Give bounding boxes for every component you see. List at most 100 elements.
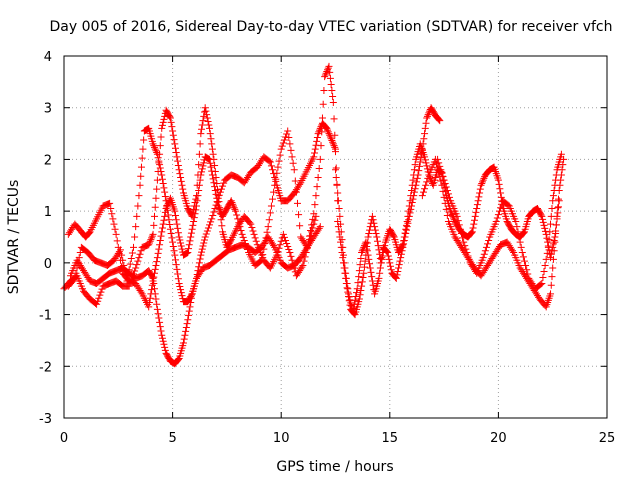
- data-point: [153, 176, 161, 184]
- data-point: [371, 223, 379, 231]
- data-point: [409, 195, 417, 203]
- data-point: [378, 254, 386, 262]
- data-point: [539, 274, 547, 282]
- y-tick-label: -2: [39, 360, 52, 375]
- data-point: [152, 147, 160, 155]
- data-point: [345, 290, 353, 298]
- data-point: [547, 281, 555, 289]
- data-point: [107, 205, 115, 213]
- data-point: [333, 181, 341, 189]
- data-point: [480, 250, 488, 258]
- data-point: [195, 263, 203, 271]
- data-point: [208, 140, 216, 148]
- data-point: [329, 99, 337, 107]
- data-point: [282, 236, 290, 244]
- x-tick-label: 0: [60, 431, 68, 446]
- data-point: [355, 273, 363, 281]
- data-point: [158, 228, 166, 236]
- data-point: [218, 222, 226, 230]
- x-tick-label: 10: [273, 431, 290, 446]
- data-point: [210, 208, 218, 216]
- data-point: [547, 290, 555, 298]
- data-point: [215, 198, 223, 206]
- data-point: [76, 249, 84, 257]
- data-point: [331, 131, 339, 139]
- data-point: [358, 278, 366, 286]
- data-point: [345, 293, 353, 301]
- data-point: [154, 154, 162, 162]
- data-point: [363, 247, 371, 255]
- data-point: [393, 271, 401, 279]
- data-point: [350, 300, 358, 308]
- data-point: [151, 265, 159, 273]
- data-point: [335, 205, 343, 213]
- data-point: [169, 242, 177, 250]
- data-point: [199, 117, 207, 125]
- data-point: [230, 204, 238, 212]
- data-point: [328, 136, 336, 144]
- data-point: [147, 236, 155, 244]
- data-point: [313, 137, 321, 145]
- data-point: [312, 192, 320, 200]
- data-point: [191, 199, 199, 207]
- data-point: [85, 230, 93, 238]
- data-point: [439, 187, 447, 195]
- series-track-4: [67, 223, 324, 368]
- data-point: [421, 153, 429, 161]
- data-point: [375, 274, 383, 282]
- data-point: [250, 230, 258, 238]
- data-point: [185, 241, 193, 249]
- x-tick-label: 5: [168, 431, 176, 446]
- data-point: [347, 299, 355, 307]
- data-point: [331, 143, 339, 151]
- data-point: [174, 224, 182, 232]
- data-point: [155, 245, 163, 253]
- data-point: [523, 266, 531, 274]
- data-point: [368, 212, 376, 220]
- data-point: [371, 226, 379, 234]
- data-point: [352, 292, 360, 300]
- data-point: [461, 242, 469, 250]
- data-point: [519, 253, 527, 261]
- data-point: [311, 145, 319, 153]
- data-point: [513, 223, 521, 231]
- data-point: [456, 225, 464, 233]
- series-track-5: [334, 140, 563, 319]
- data-point: [156, 150, 164, 158]
- data-point: [227, 197, 235, 205]
- data-point: [321, 73, 329, 81]
- data-point: [212, 174, 220, 182]
- data-point: [174, 355, 182, 363]
- data-point: [471, 212, 479, 220]
- data-point: [148, 234, 156, 242]
- data-point: [314, 130, 322, 138]
- data-point: [313, 133, 321, 141]
- data-point: [389, 232, 397, 240]
- data-point: [158, 175, 166, 183]
- data-point: [176, 283, 184, 291]
- data-point: [210, 155, 218, 163]
- data-point: [413, 178, 421, 186]
- data-point: [473, 201, 481, 209]
- data-point: [555, 197, 563, 205]
- data-point: [299, 261, 307, 269]
- data-point: [159, 337, 167, 345]
- data-point: [211, 161, 219, 169]
- x-axis-title: GPS time / hours: [276, 459, 393, 475]
- data-point: [269, 195, 277, 203]
- data-point: [537, 211, 545, 219]
- data-point: [170, 247, 178, 255]
- data-point: [174, 229, 182, 237]
- data-point: [524, 270, 532, 278]
- data-point: [437, 177, 445, 185]
- series-track-3: [60, 104, 320, 308]
- data-point: [419, 140, 427, 148]
- data-point: [309, 224, 317, 232]
- data-point: [336, 212, 344, 220]
- data-point: [296, 222, 304, 230]
- y-tick-labels: -3 -2 -1 0 1 2 3 4: [39, 50, 52, 427]
- data-point: [292, 188, 300, 196]
- data-point: [182, 324, 190, 331]
- data-point: [344, 285, 352, 293]
- data-point: [198, 165, 206, 173]
